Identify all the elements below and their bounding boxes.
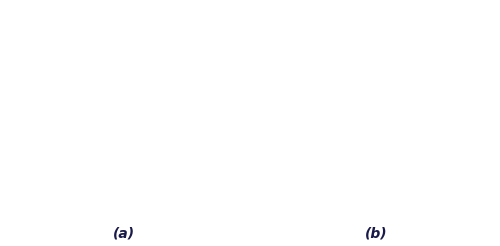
Text: (b): (b): [365, 227, 388, 241]
Text: (a): (a): [112, 227, 135, 241]
